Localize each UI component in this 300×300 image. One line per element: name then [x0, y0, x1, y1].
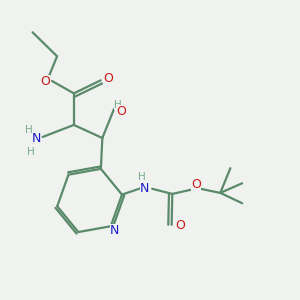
Text: O: O — [191, 178, 201, 191]
Text: H: H — [25, 125, 33, 135]
Text: N: N — [110, 224, 119, 237]
Text: H: H — [27, 147, 35, 157]
Text: O: O — [116, 105, 126, 118]
Text: O: O — [176, 219, 185, 232]
Text: N: N — [32, 132, 41, 145]
Text: H: H — [138, 172, 146, 182]
Text: H: H — [114, 100, 121, 110]
Text: O: O — [103, 73, 113, 85]
Text: N: N — [140, 182, 149, 195]
Text: O: O — [40, 74, 50, 88]
